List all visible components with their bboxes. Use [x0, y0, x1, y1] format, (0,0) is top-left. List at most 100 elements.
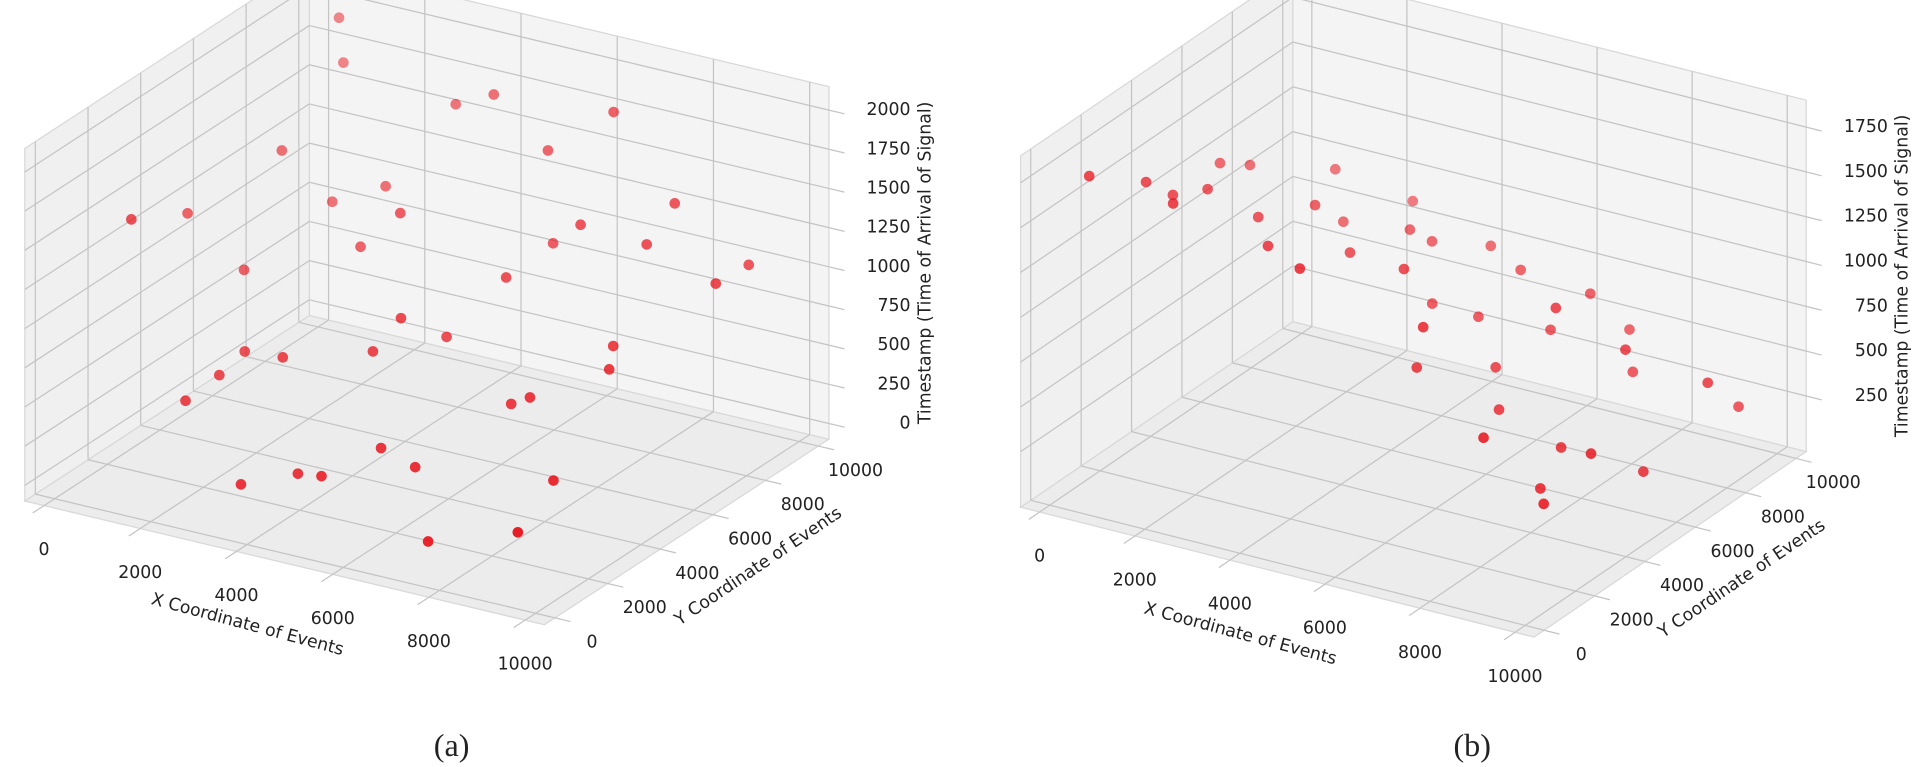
- point: [1411, 362, 1423, 373]
- grid-line: [1324, 398, 1598, 585]
- point: [607, 340, 619, 352]
- grid-line: [1229, 374, 1503, 561]
- z-tick-label: 2000: [867, 100, 911, 120]
- point: [1329, 163, 1341, 175]
- x-tick-label: 8000: [1398, 643, 1442, 663]
- grid-line: [24, 220, 310, 408]
- point: [548, 475, 559, 486]
- grid-line: [1020, 265, 1294, 453]
- point: [292, 468, 304, 479]
- tick-mark: [1745, 492, 1762, 498]
- point: [380, 180, 391, 192]
- point: [1550, 302, 1562, 314]
- z-axis-label: Timestamp (Time of Arrival of Signal): [1893, 115, 1913, 439]
- grid-line: [1030, 499, 1545, 631]
- grid-line: [309, 220, 830, 346]
- grid-line: [524, 434, 811, 621]
- grid-line: [140, 424, 661, 550]
- caption: (a): [434, 727, 470, 763]
- point: [1344, 247, 1356, 258]
- z-tick-label: 1000: [867, 257, 911, 277]
- point: [1493, 404, 1505, 415]
- point: [1624, 324, 1635, 335]
- point: [1620, 344, 1631, 355]
- point: [1538, 498, 1550, 510]
- point: [1426, 235, 1438, 247]
- z-tick-label: 250: [878, 374, 911, 394]
- grid-line: [363, 0, 830, 111]
- point: [1407, 195, 1419, 207]
- tick-mark: [128, 527, 141, 537]
- z-tick-label: 1000: [1844, 252, 1888, 272]
- point: [488, 89, 500, 100]
- grid-line: [1181, 396, 1696, 528]
- z-tick-label: 250: [1855, 386, 1888, 406]
- point: [608, 106, 619, 118]
- x-tick-label: 10000: [1488, 667, 1543, 687]
- tick-mark: [417, 596, 430, 606]
- point: [1404, 224, 1416, 235]
- y-tick-label: 8000: [781, 495, 825, 515]
- grid-line: [1232, 362, 1746, 494]
- point: [524, 392, 536, 403]
- grid-line: [24, 0, 290, 173]
- tick-mark: [828, 383, 845, 389]
- grid-line: [309, 103, 830, 229]
- tick-mark: [1123, 535, 1136, 545]
- z-tick-label: 1500: [1844, 162, 1888, 182]
- tick-mark: [32, 505, 45, 514]
- tick-mark: [1503, 631, 1516, 641]
- x-tick-label: 8000: [407, 632, 451, 652]
- point: [409, 461, 421, 473]
- side-pane: [1020, 0, 1294, 509]
- point: [394, 207, 406, 219]
- point: [1202, 183, 1213, 195]
- point: [1338, 216, 1349, 228]
- grid-line: [236, 365, 522, 552]
- grid-line: [24, 142, 310, 330]
- x-tick-label: 2000: [1113, 571, 1157, 591]
- tick-mark: [1806, 350, 1822, 356]
- grid-line: [309, 181, 830, 307]
- z-tick-label: 1750: [867, 139, 911, 159]
- tick-mark: [1028, 511, 1041, 520]
- point: [1485, 240, 1497, 252]
- point: [1083, 170, 1095, 182]
- point: [395, 312, 407, 324]
- caption: (b): [1453, 727, 1491, 763]
- point: [1535, 483, 1546, 494]
- x-tick-label: 4000: [214, 586, 258, 606]
- grid-line: [1020, 175, 1294, 363]
- grid-line: [1292, 220, 1807, 352]
- grid-line: [1292, 86, 1807, 218]
- chart: 0200040006000800010000020004000600080001…: [23, 0, 935, 763]
- point: [1473, 311, 1484, 323]
- tick-mark: [607, 582, 624, 588]
- point: [603, 364, 615, 375]
- point: [1309, 199, 1321, 211]
- grid-line: [309, 142, 830, 268]
- z-tick-label: 1500: [867, 178, 911, 198]
- tick-mark: [1806, 171, 1822, 177]
- z-tick-label: 1750: [1844, 117, 1888, 137]
- point: [1244, 159, 1256, 171]
- tick-mark: [828, 227, 845, 232]
- grid-line: [87, 459, 608, 585]
- tick-mark: [554, 617, 571, 623]
- grid-line: [298, 321, 819, 447]
- point: [1398, 263, 1410, 275]
- point: [338, 57, 349, 68]
- point: [239, 346, 251, 357]
- tick-mark: [1806, 260, 1822, 267]
- tick-mark: [712, 514, 729, 520]
- point: [575, 219, 586, 231]
- point: [1638, 466, 1649, 477]
- tick-mark: [1594, 595, 1611, 601]
- tick-mark: [1218, 559, 1231, 569]
- grid-line: [428, 411, 714, 598]
- tick-mark: [320, 573, 334, 583]
- point: [1417, 321, 1429, 333]
- grid-line: [1514, 446, 1788, 633]
- tick-mark: [828, 187, 845, 193]
